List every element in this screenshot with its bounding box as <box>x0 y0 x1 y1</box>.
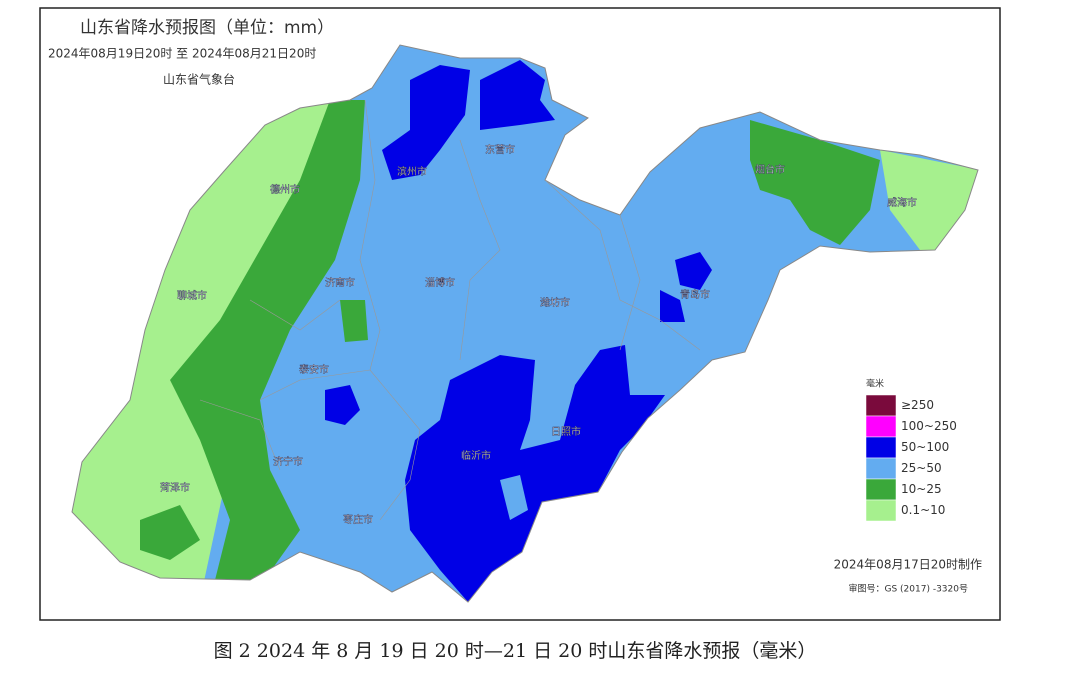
region-25-50 <box>500 475 528 520</box>
region-50-100 <box>660 252 712 322</box>
map-title: 山东省降水预报图（单位：mm） <box>80 18 334 38</box>
region-50-100 <box>325 385 360 425</box>
region-green <box>750 120 880 245</box>
city-label: 潍坊市 <box>540 296 570 309</box>
region-50-100 <box>480 60 555 130</box>
legend-swatch <box>865 478 897 501</box>
legend-label: 100~250 <box>901 419 957 433</box>
legend-label: 50~100 <box>901 440 949 454</box>
agency: 山东省气象台 <box>163 72 235 87</box>
legend: 毫米 ≥250 100~250 50~100 25~50 10~25 0.1~10 <box>865 378 957 522</box>
legend-title: 毫米 <box>866 378 884 390</box>
legend-swatch <box>865 394 897 417</box>
city-label: 威海市 <box>887 196 917 209</box>
city-label: 济南市 <box>325 276 355 289</box>
legend-swatch <box>865 415 897 438</box>
period: 2024年08月19日20时 至 2024年08月21日20时 <box>48 47 316 61</box>
city-boundaries <box>199 99 701 521</box>
city-label: 淄博市 <box>425 276 455 289</box>
legend-label: 0.1~10 <box>901 503 945 517</box>
city-label: 泰安市 <box>299 363 329 376</box>
region-green <box>340 300 368 342</box>
region-green <box>170 100 365 600</box>
city-label: 青岛市 <box>680 288 710 301</box>
legend-swatch <box>865 457 897 480</box>
caption: 图 2 2024 年 8 月 19 日 20 时—21 日 20 时山东省降水预… <box>214 640 817 662</box>
made-time: 2024年08月17日20时制作 <box>834 558 982 572</box>
city-label: 菏泽市 <box>160 481 190 494</box>
legend-label: ≥250 <box>901 398 934 412</box>
city-label: 烟台市 <box>755 163 785 176</box>
legend-swatch <box>865 436 897 459</box>
legend-label: 25~50 <box>901 461 942 475</box>
city-label: 东营市 <box>485 143 515 156</box>
city-label: 日照市 <box>551 425 581 438</box>
city-label: 聊城市 <box>177 289 207 302</box>
legend-swatch <box>865 499 897 522</box>
city-label: 枣庄市 <box>343 513 373 526</box>
region-50-100 <box>405 345 665 602</box>
city-labels: 滨州市 东营市 烟台市 威海市 德州市 聊城市 济南市 淄博市 潍坊市 青岛市 … <box>160 143 917 526</box>
city-label: 德州市 <box>270 183 300 196</box>
city-label: 滨州市 <box>397 165 427 178</box>
approval-number: 审图号：GS (2017) -3320号 <box>849 583 969 595</box>
region-green <box>140 505 200 560</box>
region-50-100 <box>382 65 470 180</box>
city-label: 临沂市 <box>461 449 491 462</box>
city-label: 济宁市 <box>273 455 303 468</box>
legend-label: 10~25 <box>901 482 942 496</box>
